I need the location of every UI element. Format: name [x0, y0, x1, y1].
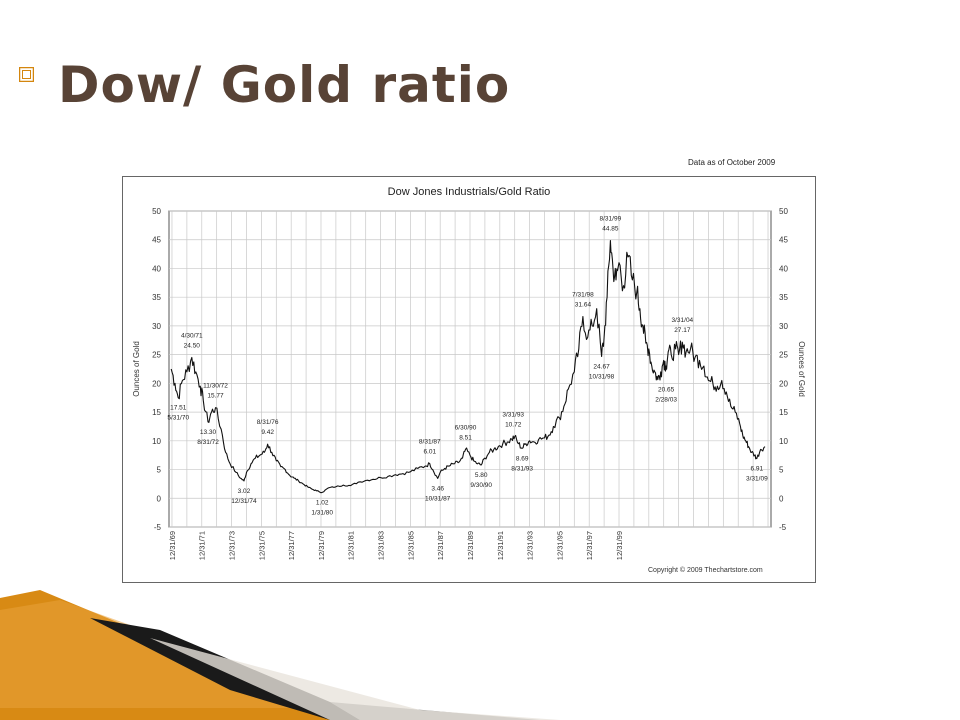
data-annotation: 6/30/90	[455, 424, 477, 431]
chart-title: Dow Jones Industrials/Gold Ratio	[387, 186, 551, 198]
data-annotation: 8/31/76	[257, 419, 279, 426]
data-annotation: 4/30/71	[181, 333, 203, 340]
y-tick-label-left: 15	[152, 408, 161, 417]
y-tick-label-right: 40	[779, 264, 788, 273]
data-annotation: 31.64	[575, 301, 592, 308]
data-annotation: 44.85	[602, 226, 619, 233]
data-annotation: 3/31/04	[671, 317, 693, 324]
y-tick-label-right: -5	[779, 523, 787, 532]
data-annotation: 8.51	[459, 434, 472, 441]
data-annotation: 8.69	[516, 455, 529, 462]
x-tick-label: 12/31/87	[436, 531, 445, 560]
y-tick-label-left: 0	[157, 494, 162, 503]
y-tick-label-left: 35	[152, 293, 161, 302]
x-tick-label: 12/31/77	[287, 531, 296, 560]
data-annotation: 10.72	[505, 422, 522, 429]
y-tick-label-right: 25	[779, 351, 788, 360]
y-tick-label-right: 0	[779, 494, 784, 503]
y-tick-label-right: 10	[779, 437, 788, 446]
x-tick-label: 12/31/69	[168, 531, 177, 560]
data-annotation: 12/31/74	[231, 498, 257, 505]
y-tick-label-left: 50	[152, 207, 161, 216]
data-annotation: 11/30/72	[203, 383, 228, 390]
x-tick-label: 12/31/83	[377, 531, 386, 560]
data-annotation: 13.30	[200, 429, 217, 436]
y-tick-label-right: 50	[779, 207, 788, 216]
data-annotation: 9.42	[261, 429, 274, 436]
data-annotation: 7/31/98	[572, 291, 594, 298]
y-tick-label-left: -5	[154, 523, 162, 532]
y-tick-label-right: 30	[779, 322, 788, 331]
data-annotation: 5.80	[475, 472, 488, 479]
data-annotation: 20.65	[658, 387, 675, 394]
x-tick-label: 12/31/79	[317, 531, 326, 560]
y-tick-label-left: 25	[152, 351, 161, 360]
y-tick-label-left: 20	[152, 379, 161, 388]
x-tick-label: 12/31/89	[466, 531, 475, 560]
data-annotation: 8/31/87	[419, 439, 441, 446]
data-annotation: 24.50	[184, 343, 201, 350]
data-annotation: 3/31/09	[746, 476, 768, 483]
data-annotation: 15.77	[207, 393, 224, 400]
y-tick-label-right: 20	[779, 379, 788, 388]
x-tick-label: 12/31/71	[198, 531, 207, 560]
series-line	[170, 240, 766, 494]
y-axis-title-right: Ounces of Gold	[797, 341, 806, 397]
x-tick-label: 12/31/85	[406, 531, 415, 560]
x-tick-label: 12/31/73	[228, 531, 237, 560]
y-axis-title-left: Ounces of Gold	[132, 341, 141, 397]
data-date-note: Data as of October 2009	[688, 158, 776, 167]
x-tick-label: 12/31/97	[585, 531, 594, 560]
data-annotation: 24.67	[593, 364, 610, 371]
data-annotation: 3.02	[238, 488, 251, 495]
data-annotation: 3.46	[431, 485, 444, 492]
x-tick-label: 12/31/95	[555, 531, 564, 560]
data-annotation: 8/31/99	[600, 216, 622, 223]
data-annotation: 8/31/93	[511, 465, 533, 472]
data-annotation: 9/30/90	[470, 482, 492, 489]
slide-title: Dow/ Gold ratio	[58, 56, 511, 114]
y-tick-label-right: 35	[779, 293, 788, 302]
data-annotation: 1/31/80	[311, 509, 333, 516]
square-bullet-icon	[19, 67, 34, 82]
data-annotation: 6.01	[423, 449, 436, 456]
y-tick-label-left: 30	[152, 322, 161, 331]
x-tick-label: 12/31/99	[615, 531, 624, 560]
x-tick-label: 12/31/81	[347, 531, 356, 560]
x-tick-label: 12/31/91	[496, 531, 505, 560]
decorative-swoosh	[0, 590, 560, 720]
data-annotation: 3/31/93	[502, 412, 524, 419]
data-annotation: 2/28/03	[655, 397, 677, 404]
data-annotation: 6.91	[751, 466, 764, 473]
data-annotation: 5/31/70	[167, 415, 189, 422]
dow-gold-chart: -5 -5 0 0 5 5 10 10 15 15 20 20 25 25 30 30 35 35 40 40 45 45…	[132, 207, 806, 560]
x-tick-label: 12/31/93	[526, 531, 535, 560]
y-tick-label-left: 10	[152, 437, 161, 446]
y-tick-label-left: 40	[152, 264, 161, 273]
y-tick-label-left: 5	[157, 466, 162, 475]
data-annotation: 8/31/72	[197, 439, 219, 446]
copyright-note: Copyright © 2009 Thechartstore.com	[648, 567, 763, 574]
chart-frame: -5 -5 0 0 5 5 10 10 15 15 20 20 25 25 30 30 35 35 40 40 45 45…	[122, 176, 816, 583]
data-annotation: 1.02	[316, 499, 329, 506]
y-tick-label-left: 45	[152, 236, 161, 245]
data-annotation: 27.17	[674, 327, 691, 334]
y-tick-label-right: 15	[779, 408, 788, 417]
data-annotation: 10/31/98	[589, 374, 615, 381]
y-tick-label-right: 5	[779, 466, 784, 475]
y-tick-label-right: 45	[779, 236, 788, 245]
data-annotation: 10/31/87	[425, 495, 451, 502]
data-annotation: 17.51	[170, 405, 187, 412]
x-tick-label: 12/31/75	[257, 531, 266, 560]
